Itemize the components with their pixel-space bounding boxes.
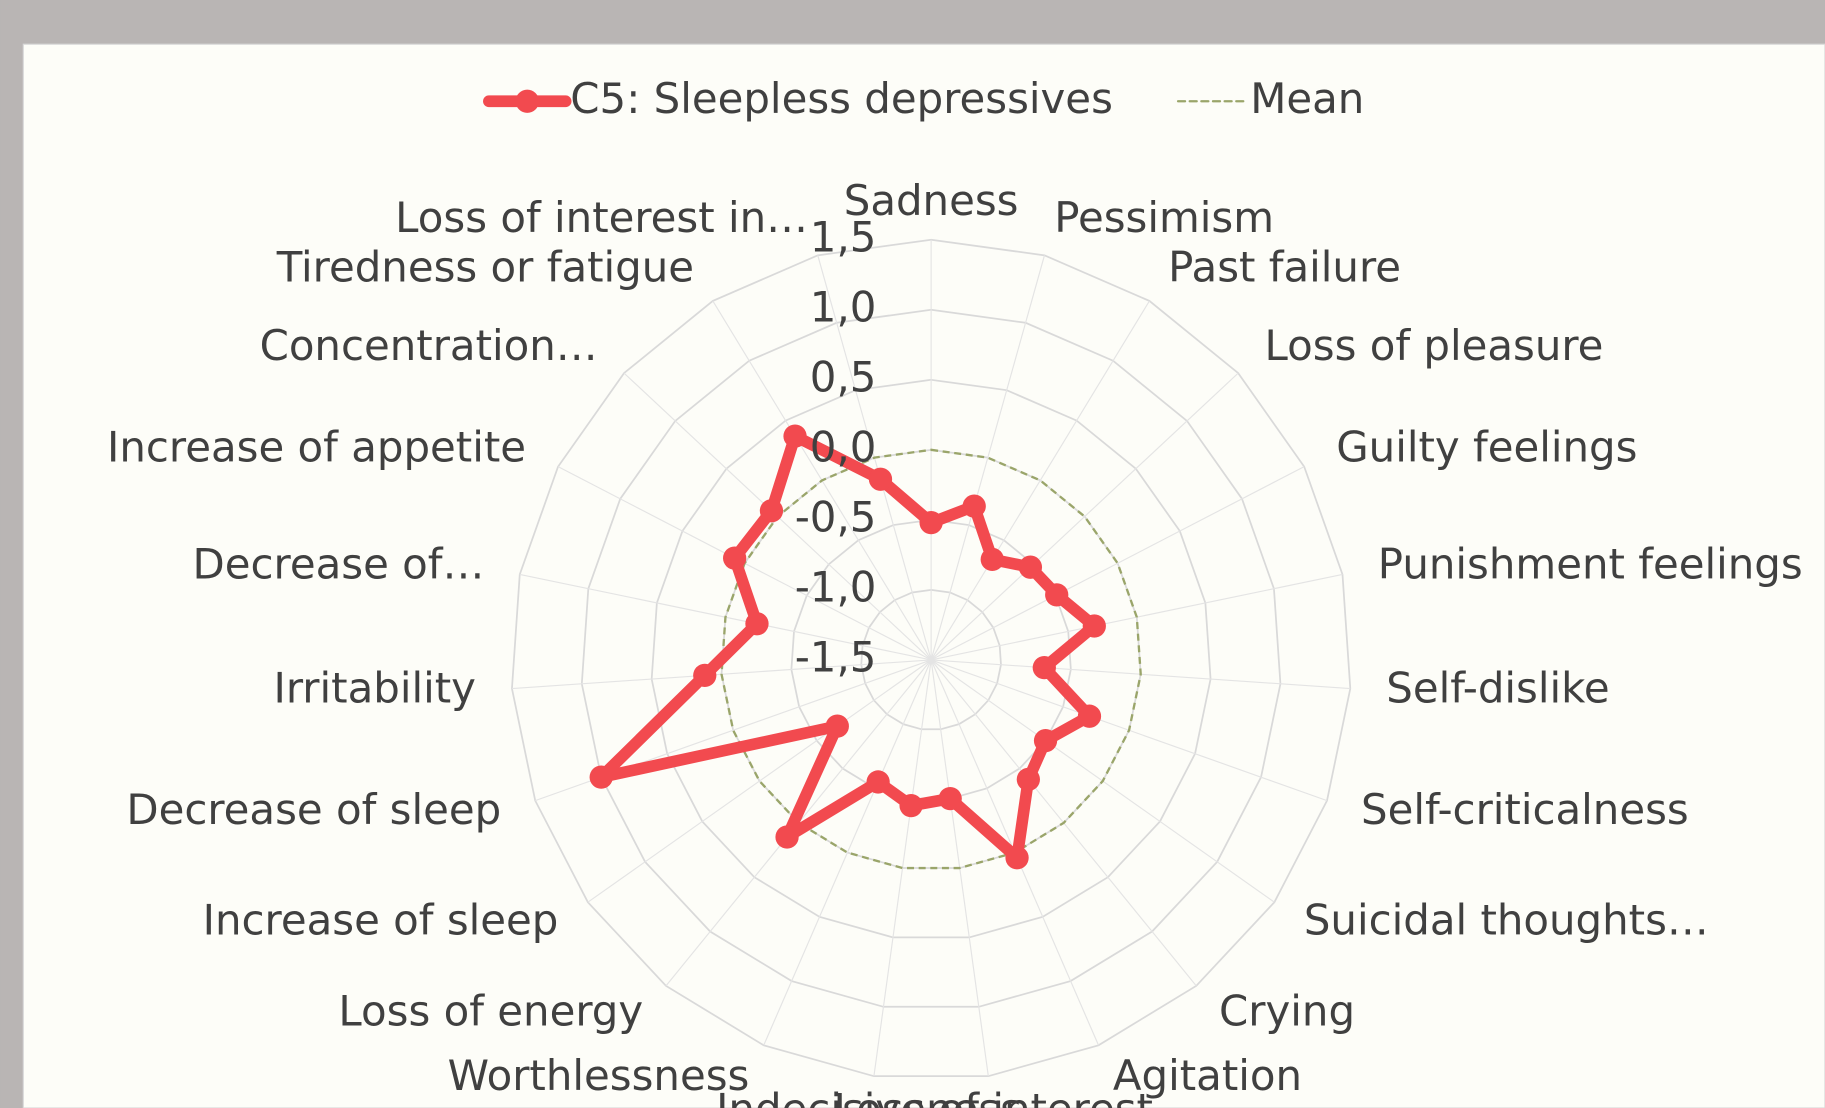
spoke <box>930 255 1046 661</box>
spoke <box>763 659 932 1046</box>
category-label: Guilty feelings <box>1336 423 1637 472</box>
r-tick-label: 0,5 <box>810 352 877 401</box>
category-label: Crying <box>1219 986 1355 1035</box>
series-marker <box>1016 767 1040 792</box>
category-label: Increase of sleep <box>203 896 559 945</box>
grid-ring <box>580 308 1282 1008</box>
series-marker <box>1018 555 1043 579</box>
category-label: Loss of energy <box>338 986 643 1035</box>
legend-label: C5: Sleepless depressives <box>570 74 1113 123</box>
category-label: Increase of appetite <box>107 423 526 472</box>
r-tick-label: 1,0 <box>810 282 877 331</box>
spoke <box>873 659 932 1077</box>
r-tick-label: -1,5 <box>795 632 877 681</box>
r-tick-label: 1,5 <box>810 212 877 261</box>
category-label: Suicidal thoughts… <box>1304 896 1709 945</box>
series-marker <box>1005 846 1029 870</box>
series-marker <box>938 787 962 811</box>
series-marker <box>759 499 784 523</box>
series-marker <box>825 714 849 738</box>
category-label: Loss of interest in… <box>395 193 808 242</box>
category-label: Self-criticalness <box>1361 785 1689 834</box>
series-marker <box>919 511 943 535</box>
series-marker <box>1077 704 1102 728</box>
category-label: Loss of pleasure <box>1265 321 1604 370</box>
series-marker <box>723 546 747 570</box>
category-label: Concentration… <box>260 321 598 370</box>
r-tick-label: 0,0 <box>810 422 877 471</box>
series-marker <box>745 612 769 636</box>
category-label: Pessimism <box>1054 193 1274 242</box>
category-label: Past failure <box>1168 243 1401 292</box>
series-marker <box>899 793 923 818</box>
category-label: Irritability <box>273 664 475 713</box>
series-marker <box>589 765 613 789</box>
series-marker <box>783 424 807 448</box>
spoke <box>587 659 932 903</box>
series-line <box>720 448 1142 870</box>
legend-label: Mean <box>1250 74 1364 123</box>
category-label: Sadness <box>844 176 1019 225</box>
legend-marker <box>515 89 539 113</box>
category-label: Worthlessness <box>448 1051 750 1100</box>
legend: C5: Sleepless depressives Mean <box>483 74 1364 123</box>
series-marker <box>962 494 986 518</box>
category-label: Agitation <box>1113 1051 1302 1100</box>
category-label: Punishment feelings <box>1378 540 1803 589</box>
r-tick-label: -0,5 <box>795 492 877 541</box>
category-label: Decrease of… <box>193 540 485 589</box>
spoke <box>930 300 1150 661</box>
series-marker <box>868 467 893 491</box>
grid-ring <box>860 589 1002 731</box>
series-marker <box>693 663 717 688</box>
series-marker <box>1033 729 1058 753</box>
plot-area <box>22 43 1825 1108</box>
grid-ring <box>650 378 1212 939</box>
spoke <box>930 466 1305 661</box>
category-label: Tiredness or fatigue <box>276 243 694 292</box>
category-label: Self-dislike <box>1386 664 1609 713</box>
series-marker <box>1045 583 1069 607</box>
category-label: Indecisiveness <box>716 1084 1022 1108</box>
series-marker <box>980 547 1004 572</box>
series-marker <box>775 825 799 849</box>
series-marker <box>866 770 890 794</box>
category-label: Loss of interest <box>834 1084 1153 1108</box>
grid-ring <box>511 238 1352 1078</box>
spoke <box>930 372 1239 661</box>
series-marker <box>1032 656 1056 680</box>
category-label: Decrease of sleep <box>126 785 501 834</box>
r-tick-label: -1,0 <box>795 562 877 611</box>
series-marker <box>1082 614 1106 638</box>
